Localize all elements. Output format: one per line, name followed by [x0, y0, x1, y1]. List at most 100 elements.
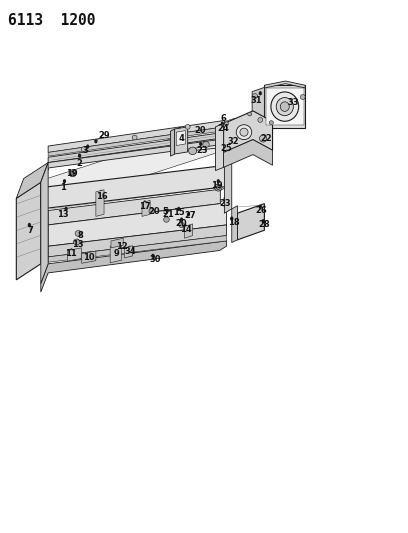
Circle shape	[259, 91, 262, 95]
Ellipse shape	[179, 222, 184, 228]
Polygon shape	[264, 81, 305, 88]
Polygon shape	[82, 251, 96, 263]
Text: 4: 4	[179, 134, 184, 143]
Polygon shape	[41, 241, 226, 292]
Text: 30: 30	[149, 255, 161, 264]
Polygon shape	[176, 131, 186, 146]
Polygon shape	[266, 88, 304, 125]
Circle shape	[292, 94, 295, 98]
Text: 26: 26	[255, 206, 267, 215]
Ellipse shape	[185, 124, 190, 130]
Circle shape	[199, 142, 202, 146]
Text: 3: 3	[83, 146, 89, 155]
Ellipse shape	[188, 147, 197, 155]
Circle shape	[166, 208, 169, 213]
Circle shape	[221, 122, 224, 126]
Circle shape	[100, 190, 103, 194]
Text: 21: 21	[162, 210, 174, 219]
Text: 20: 20	[176, 219, 187, 228]
Circle shape	[64, 207, 68, 211]
Polygon shape	[48, 189, 220, 225]
Ellipse shape	[248, 112, 252, 116]
Text: 19: 19	[66, 169, 77, 177]
Polygon shape	[110, 244, 122, 263]
Circle shape	[184, 224, 187, 229]
Circle shape	[78, 154, 81, 158]
Ellipse shape	[203, 141, 209, 147]
Text: 20: 20	[149, 207, 160, 216]
Circle shape	[180, 217, 183, 222]
Text: 22: 22	[260, 134, 272, 143]
Ellipse shape	[149, 208, 155, 214]
Text: 31: 31	[251, 96, 262, 104]
Circle shape	[143, 200, 146, 205]
Polygon shape	[224, 161, 232, 213]
Circle shape	[262, 219, 265, 223]
Text: 28: 28	[259, 221, 270, 229]
Polygon shape	[48, 132, 225, 163]
Circle shape	[77, 231, 80, 236]
Ellipse shape	[280, 102, 289, 111]
Text: 18: 18	[228, 219, 239, 227]
Polygon shape	[48, 127, 224, 156]
Ellipse shape	[81, 147, 86, 152]
Text: 15: 15	[173, 208, 184, 217]
Circle shape	[224, 196, 227, 200]
Text: 1: 1	[60, 183, 66, 192]
Circle shape	[119, 241, 122, 246]
Ellipse shape	[164, 217, 169, 222]
Ellipse shape	[75, 230, 82, 237]
Circle shape	[115, 248, 118, 253]
Text: 12: 12	[116, 242, 127, 251]
Polygon shape	[224, 111, 273, 152]
Polygon shape	[67, 248, 82, 261]
Polygon shape	[48, 236, 226, 262]
Polygon shape	[175, 127, 188, 154]
Polygon shape	[96, 190, 104, 216]
Ellipse shape	[132, 135, 137, 140]
Ellipse shape	[259, 135, 267, 142]
Polygon shape	[41, 163, 48, 284]
Polygon shape	[124, 246, 133, 258]
Text: 10: 10	[83, 254, 95, 262]
Text: 11: 11	[66, 249, 77, 258]
Text: 9: 9	[113, 249, 119, 258]
Ellipse shape	[258, 118, 263, 123]
Circle shape	[63, 179, 66, 183]
Circle shape	[87, 253, 91, 257]
Text: 23: 23	[220, 199, 231, 208]
Polygon shape	[48, 204, 226, 246]
Polygon shape	[171, 129, 175, 156]
Text: 6113  1200: 6113 1200	[8, 13, 95, 28]
Circle shape	[70, 248, 73, 253]
Ellipse shape	[269, 120, 273, 124]
Polygon shape	[41, 165, 226, 209]
Ellipse shape	[236, 125, 252, 140]
Text: 14: 14	[180, 225, 191, 233]
Polygon shape	[215, 124, 224, 171]
Text: 33: 33	[287, 98, 299, 107]
Ellipse shape	[73, 239, 80, 245]
Polygon shape	[39, 118, 241, 208]
Text: 29: 29	[98, 132, 110, 140]
Ellipse shape	[300, 95, 305, 100]
Ellipse shape	[215, 184, 222, 191]
Text: 8: 8	[78, 231, 84, 240]
Polygon shape	[16, 163, 48, 198]
Circle shape	[178, 127, 181, 131]
Text: 20: 20	[194, 126, 206, 135]
Text: 7: 7	[28, 226, 33, 235]
Polygon shape	[48, 120, 224, 152]
Circle shape	[225, 142, 228, 146]
Polygon shape	[252, 87, 264, 132]
Ellipse shape	[276, 98, 293, 116]
Circle shape	[71, 169, 74, 174]
Circle shape	[267, 132, 270, 136]
Circle shape	[151, 254, 155, 258]
Circle shape	[217, 179, 220, 183]
Polygon shape	[224, 134, 232, 165]
Ellipse shape	[271, 92, 299, 122]
Text: 6: 6	[221, 114, 226, 123]
Circle shape	[94, 139, 98, 143]
Circle shape	[76, 239, 79, 243]
